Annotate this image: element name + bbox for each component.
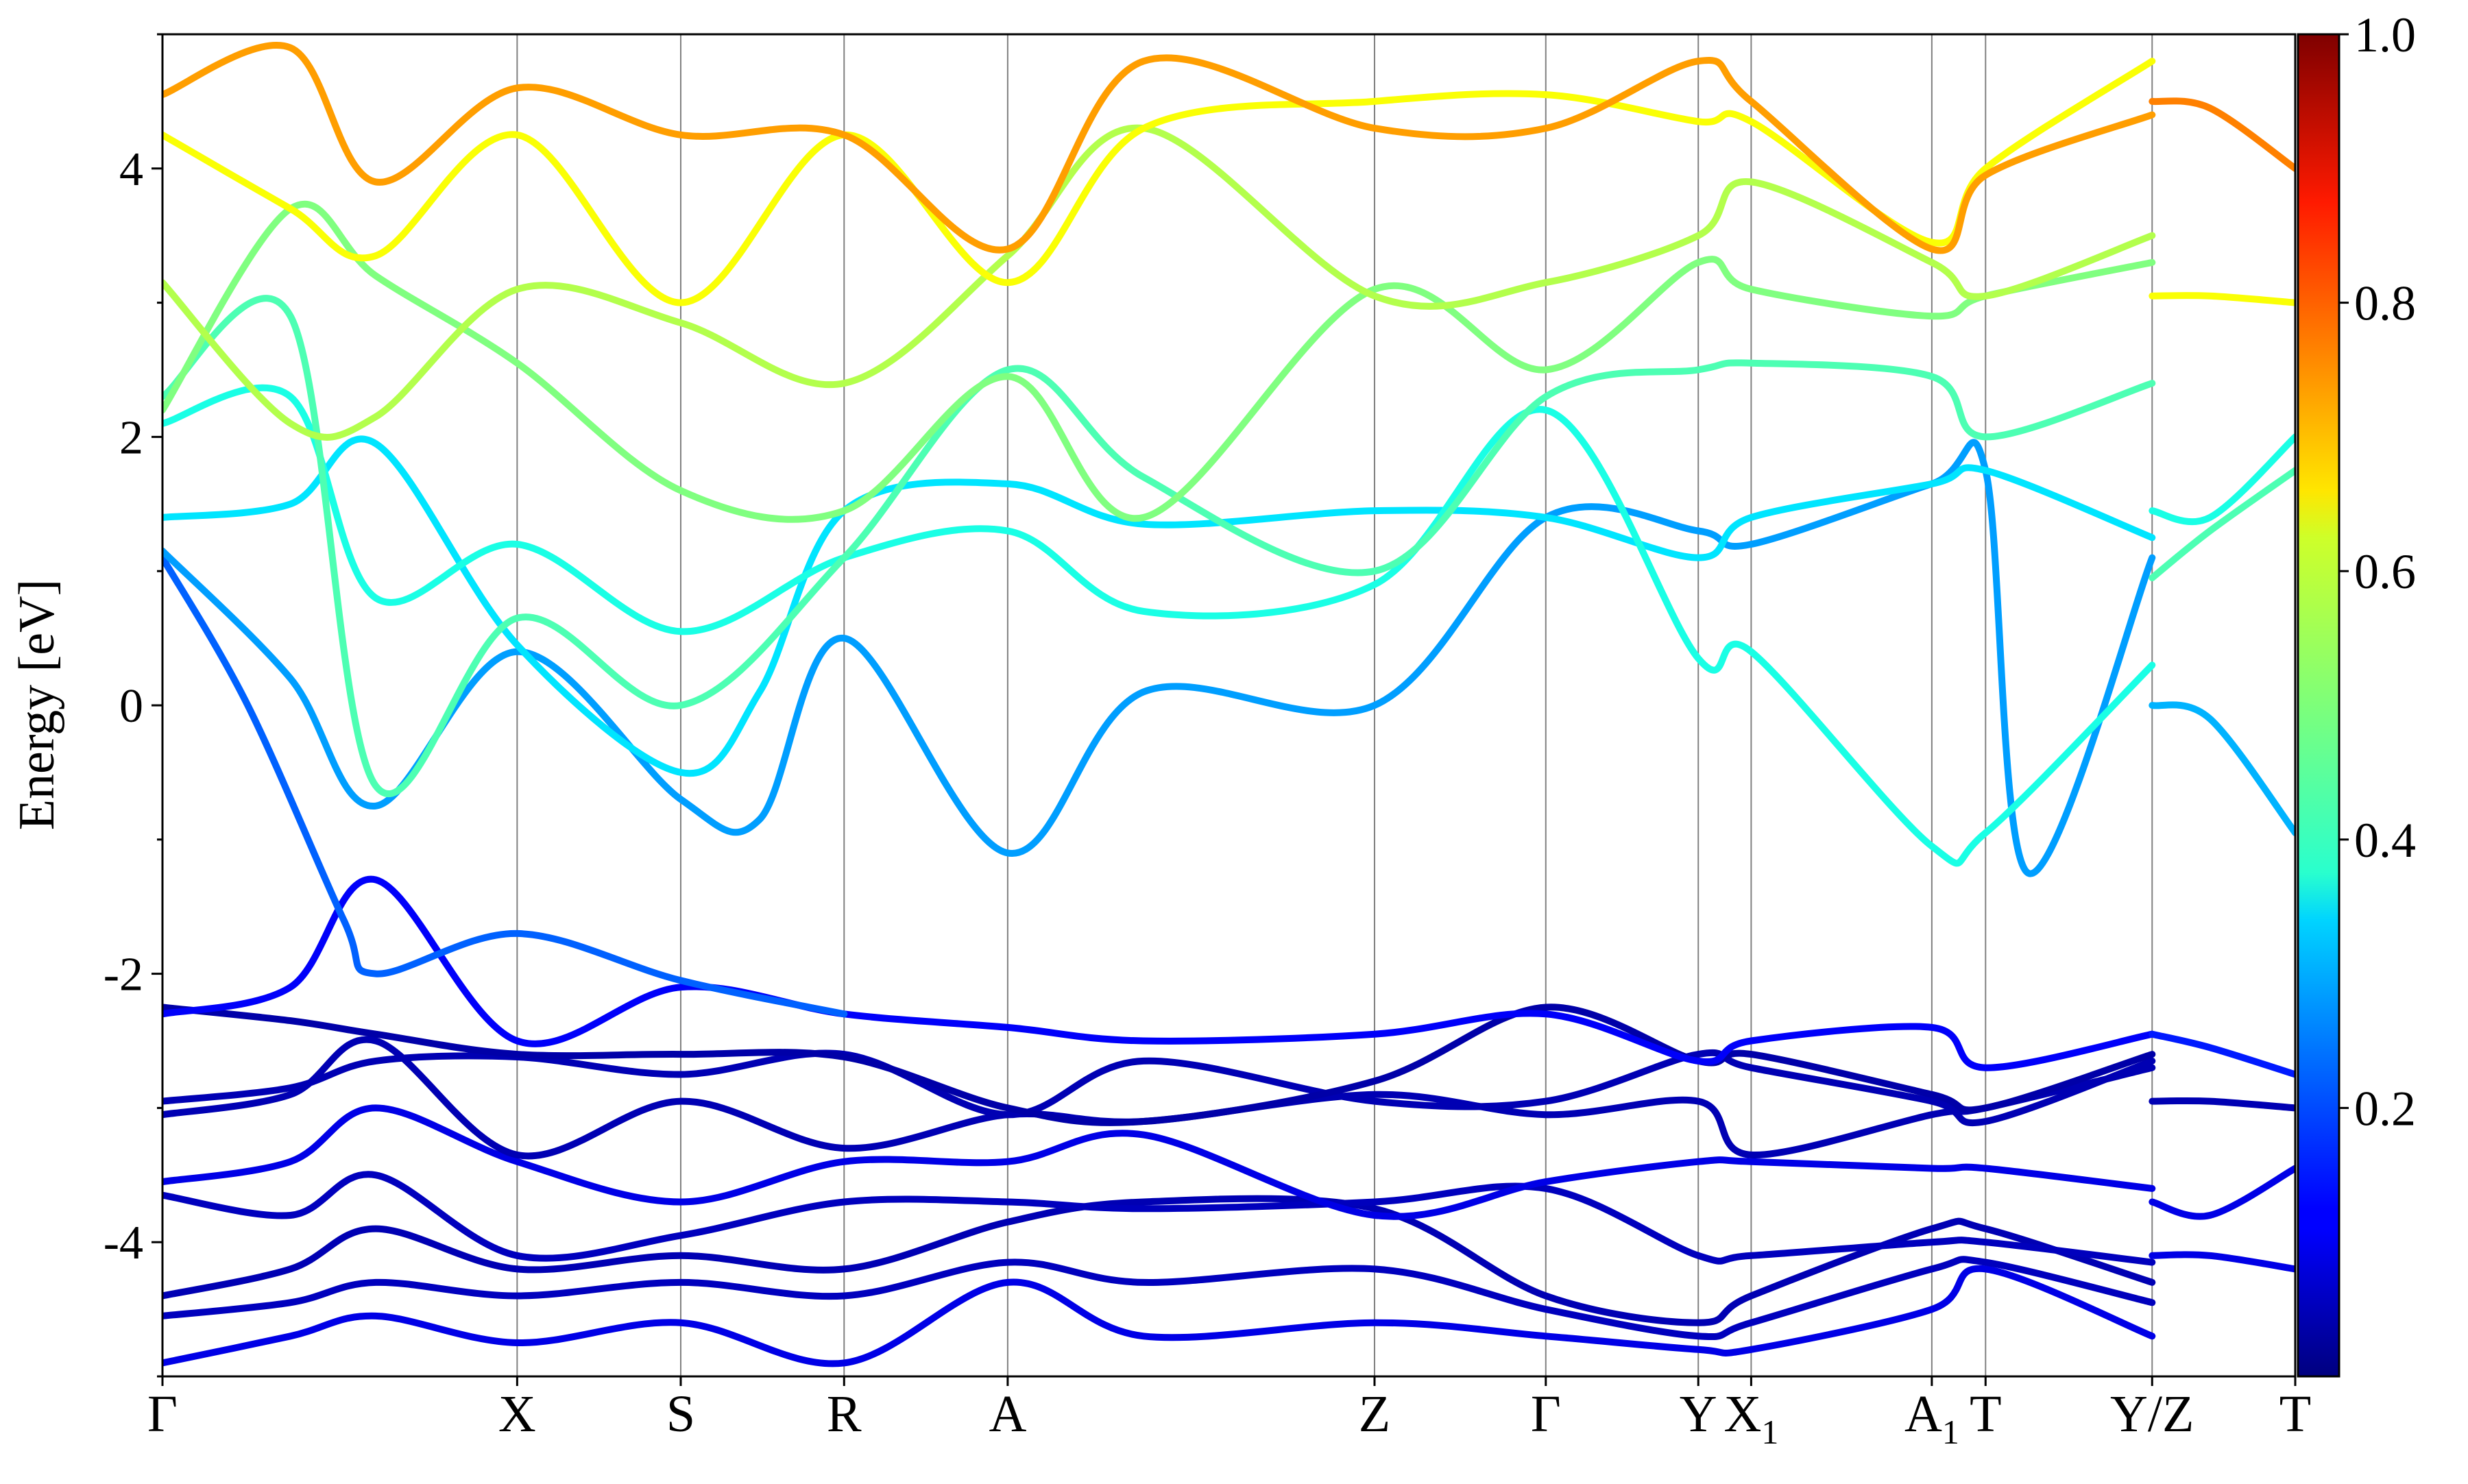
colorbar-tick-label: 0.8	[2354, 276, 2416, 331]
colorbar-ticks: 0.2 0.4 0.6 0.8 1.0	[2339, 8, 2416, 1136]
band-line-24	[2149, 433, 2295, 525]
kpoint-label-8: X1	[1723, 1385, 1778, 1451]
y-tick-label: 4	[119, 143, 143, 196]
kpoint-label-4: A	[989, 1385, 1026, 1443]
band-line-3	[162, 1171, 2156, 1266]
kpoint-label-6: Γ	[1531, 1385, 1561, 1443]
kpoint-label-9: A1	[1904, 1385, 1959, 1451]
band-line-21	[2149, 1030, 2295, 1078]
y-axis-ticks: -4 -2 0 2 4	[104, 33, 162, 1378]
band-line-0	[162, 1265, 2156, 1367]
band-line-7	[162, 1003, 2156, 1126]
band-line-10	[162, 439, 2156, 877]
kpoint-label-7: Y	[1680, 1385, 1717, 1443]
kpoint-label-5: Z	[1359, 1385, 1390, 1443]
band-line-1	[162, 1256, 2156, 1341]
colorbar-tick-label: 1.0	[2354, 8, 2416, 62]
band-line-9	[162, 554, 848, 1018]
y-tick-label: -2	[104, 949, 143, 1001]
colorbar-gradient	[2297, 33, 2340, 1378]
y-tick-label: 2	[119, 411, 143, 464]
plot-frame	[161, 33, 2297, 1378]
band-line-17	[162, 42, 2156, 254]
band-line-18	[2149, 1251, 2295, 1273]
band-line-6	[162, 1049, 2156, 1127]
band-line-14	[162, 200, 2156, 523]
band-lines	[162, 42, 2295, 1367]
x-axis-ticks: Γ X S R A Z Γ Y X1 A1 T Y/Z T	[147, 1376, 2311, 1451]
band-line-13	[162, 295, 2156, 797]
band-line-22	[2149, 701, 2295, 836]
band-line-15	[162, 124, 2156, 441]
band-line-2	[162, 1195, 2156, 1326]
colorbar-tick-label: 0.6	[2354, 544, 2416, 599]
colorbar-tick-label: 0.4	[2354, 813, 2416, 868]
kpoint-label-11: Y/Z	[2110, 1385, 2194, 1443]
band-line-26	[2149, 97, 2295, 172]
band-line-25	[2149, 292, 2295, 306]
band-line-4	[162, 1104, 2156, 1220]
kpoint-label-1: X	[498, 1385, 536, 1443]
band-line-8	[162, 875, 2156, 1071]
kpoint-label-12: T	[2279, 1385, 2311, 1443]
colorbar: 0.2 0.4 0.6 0.8 1.0	[2297, 8, 2416, 1378]
y-tick-label: 0	[119, 680, 143, 733]
kpoint-label-0: Γ	[147, 1385, 178, 1443]
band-line-16	[162, 58, 2156, 306]
band-line-11	[162, 435, 2156, 777]
band-line-19	[2149, 1165, 2295, 1220]
y-tick-label: -4	[104, 1217, 143, 1269]
band-line-12	[162, 384, 2156, 867]
colorbar-tick-label: 0.2	[2354, 1081, 2416, 1136]
kpoint-label-3: R	[827, 1385, 862, 1443]
kpoint-label-2: S	[666, 1385, 695, 1443]
band-line-20	[2149, 1097, 2295, 1112]
band-line-23	[2149, 467, 2295, 581]
kpoint-label-10: T	[1970, 1385, 2001, 1443]
y-axis-label: Energy [eV]	[9, 579, 65, 830]
